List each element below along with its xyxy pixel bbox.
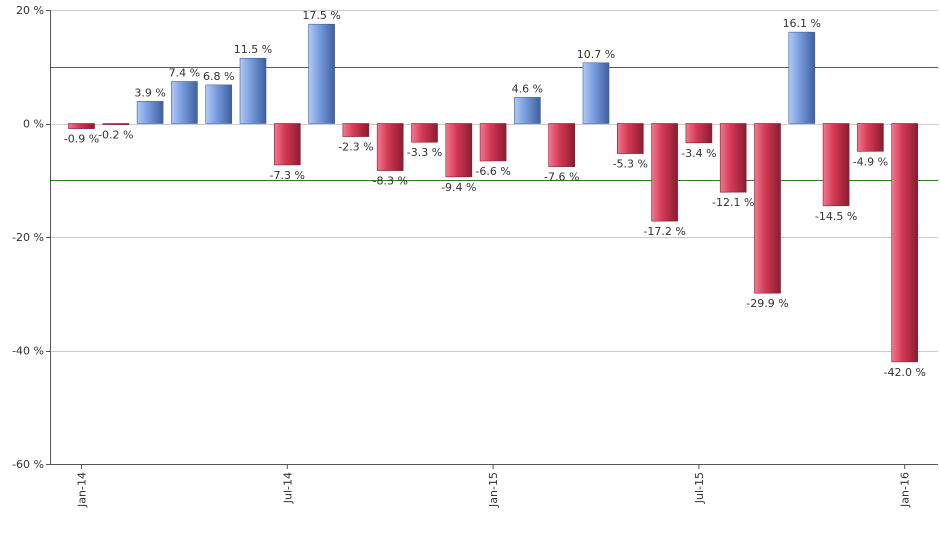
data-label-Apr-15: 10.7 % — [577, 48, 615, 61]
y-tick-label-0: 20 % — [16, 4, 44, 17]
data-label-Dec-15: -4.9 % — [853, 155, 888, 168]
y-tick-label-1: 0 % — [23, 118, 44, 131]
bar-May-15 — [616, 123, 644, 154]
bar-Jul-14 — [273, 123, 301, 166]
data-label-Oct-14: -8.3 % — [372, 175, 407, 188]
data-label-Jan-15: -6.6 % — [475, 165, 510, 178]
x-tick-label-2: Jan-15 — [487, 472, 500, 508]
data-label-Jul-14: -7.3 % — [270, 169, 305, 182]
data-label-Aug-14: 17.5 % — [302, 9, 340, 22]
bar-Oct-14 — [376, 123, 404, 171]
bar-Apr-14 — [171, 81, 198, 124]
bar-Jun-14 — [239, 57, 267, 124]
bar-Nov-14 — [411, 123, 438, 143]
bar-Sep-14 — [342, 123, 370, 137]
y-tick-label-2: -20 % — [12, 231, 44, 244]
bar-Dec-15 — [857, 123, 884, 152]
y-tick-label-4: -60 % — [12, 458, 44, 471]
data-label-Dec-14: -9.4 % — [441, 181, 476, 194]
data-label-May-15: -5.3 % — [613, 158, 648, 171]
data-label-Sep-14: -2.3 % — [338, 141, 373, 154]
data-label-Jun-15: -17.2 % — [643, 225, 685, 238]
axes: 20 % 0 % -20 % -40 % -60 % Jan-14 Jul-14 Jan-15… — [12, 4, 938, 508]
data-label-Apr-14: 7.4 % — [169, 67, 200, 80]
x-tick-label-0: Jan-14 — [76, 472, 89, 508]
bar-Mar-15 — [548, 123, 576, 167]
data-label-Jul-15: -3.4 % — [681, 147, 716, 160]
data-label-Sep-15: -29.9 % — [746, 297, 788, 310]
bar-Jan-15 — [479, 123, 507, 162]
bar-Jun-15 — [651, 123, 678, 222]
data-labels: -0.9 %-0.2 % 3.9 % 7.4 % 6.8 % 11.5 % -7.3 % 1… — [64, 9, 926, 379]
bar-Aug-14 — [308, 23, 335, 124]
bar-Jul-15 — [685, 123, 713, 144]
bar-Oct-15 — [788, 31, 816, 124]
data-label-Mar-14: 3.9 % — [134, 86, 165, 99]
data-label-Nov-14: -3.3 % — [407, 146, 442, 159]
data-label-Jan-14: -0.9 % — [64, 133, 99, 146]
data-label-Oct-15: 16.1 % — [783, 17, 821, 30]
data-label-May-14: 6.8 % — [203, 70, 234, 83]
data-label-Aug-15: -12.1 % — [712, 196, 754, 209]
bar-Feb-15 — [514, 97, 541, 124]
x-tick-label-4: Jan-16 — [899, 472, 912, 508]
bar-May-14 — [205, 84, 232, 124]
bar-Jan-14 — [68, 123, 95, 129]
y-tick-label-3: -40 % — [12, 345, 44, 358]
bar-Aug-15 — [719, 123, 747, 193]
data-label-Feb-15: 4.6 % — [512, 82, 543, 95]
bar-Nov-15 — [822, 123, 850, 207]
bar-Sep-15 — [754, 123, 781, 294]
data-label-Jan-16: -42.0 % — [883, 366, 925, 379]
bar-Jan-16 — [891, 123, 919, 363]
x-tick-label-1: Jul-14 — [281, 472, 294, 504]
data-label-Nov-15: -14.5 % — [815, 210, 857, 223]
x-tick-label-3: Jul-15 — [693, 472, 706, 504]
bar-Mar-14 — [136, 101, 164, 124]
bar-Dec-14 — [445, 123, 473, 178]
bar-Feb-14 — [102, 123, 130, 125]
data-label-Feb-14: -0.2 % — [98, 129, 133, 142]
data-label-Mar-15: -7.6 % — [544, 171, 579, 184]
bar-Apr-15 — [582, 62, 610, 124]
data-label-Jun-14: 11.5 % — [234, 43, 272, 56]
bars — [68, 23, 919, 363]
